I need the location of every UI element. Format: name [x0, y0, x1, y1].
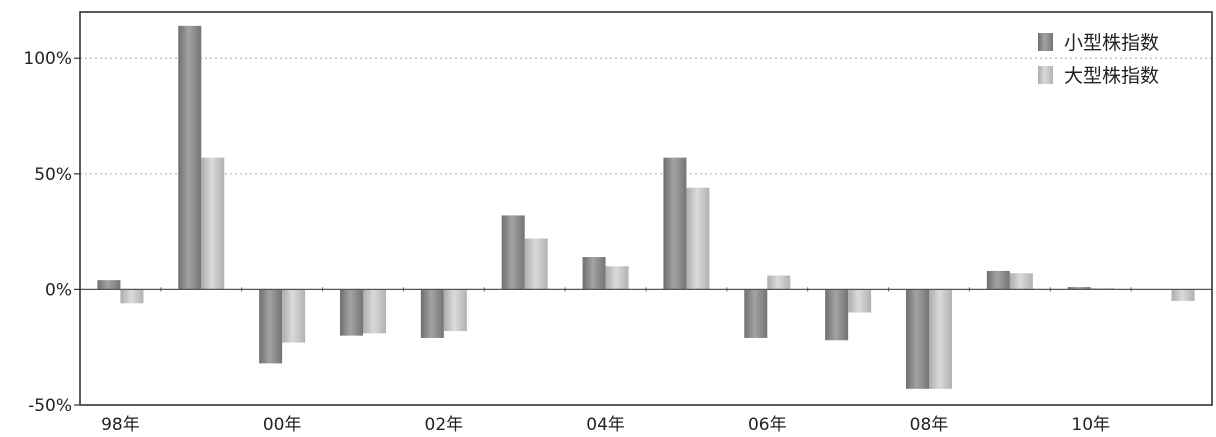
y-tick-label: 100% — [23, 49, 72, 69]
bar-small-cap — [663, 157, 687, 290]
legend-swatch-small — [1038, 33, 1053, 51]
bar-large-cap — [848, 289, 872, 313]
bar-large-cap — [120, 289, 144, 304]
y-tick-label: 50% — [34, 165, 72, 185]
bar-small-cap — [986, 270, 1010, 290]
bar-small-cap — [825, 289, 849, 341]
y-tick-label: -50% — [28, 396, 72, 416]
legend: 小型株指数 大型株指数 — [1038, 32, 1159, 87]
bar-small-cap — [178, 25, 202, 290]
bar-small-cap — [744, 289, 768, 338]
bar-large-cap — [201, 157, 225, 290]
x-tick-label: 04年 — [586, 415, 625, 435]
bar-large-cap — [1009, 273, 1033, 290]
x-tick-label: 06年 — [748, 415, 787, 435]
legend-swatch-large — [1038, 66, 1053, 84]
axes: 100% 50% 0% -50% 98年 00年 02年 04年 06年 08年 10年 — [23, 11, 1213, 435]
bar-large-cap — [767, 275, 791, 290]
x-tick-label: 08年 — [910, 415, 949, 435]
bar-large-cap — [443, 289, 467, 332]
bar-small-cap — [501, 215, 525, 290]
bar-small-cap — [420, 289, 444, 338]
bar-small-cap — [259, 289, 283, 364]
bar-small-cap — [340, 289, 363, 336]
x-tick-label: 02年 — [425, 415, 464, 435]
legend-label-small: 小型株指数 — [1064, 32, 1159, 54]
bar-small-cap — [1067, 287, 1091, 290]
bar-small-cap — [97, 280, 121, 290]
gridlines — [80, 57, 1212, 175]
bar-large-cap — [929, 289, 952, 389]
bar-large-cap — [605, 266, 629, 290]
bar-large-cap — [686, 187, 710, 290]
bar-large-cap — [363, 289, 386, 334]
bar-large-cap — [1171, 289, 1195, 301]
bar-large-cap — [282, 289, 306, 343]
bar-large-cap — [524, 238, 548, 290]
x-tick-label: 10年 — [1071, 415, 1110, 435]
bar-small-cap — [906, 289, 929, 389]
bars — [97, 25, 1195, 389]
bar-small-cap — [582, 257, 606, 290]
legend-label-large: 大型株指数 — [1064, 65, 1159, 87]
y-tick-label: 0% — [45, 280, 72, 300]
x-tick-label: 00年 — [263, 415, 302, 435]
plot-frame — [79, 11, 1213, 406]
x-tick-label: 98年 — [101, 415, 140, 435]
